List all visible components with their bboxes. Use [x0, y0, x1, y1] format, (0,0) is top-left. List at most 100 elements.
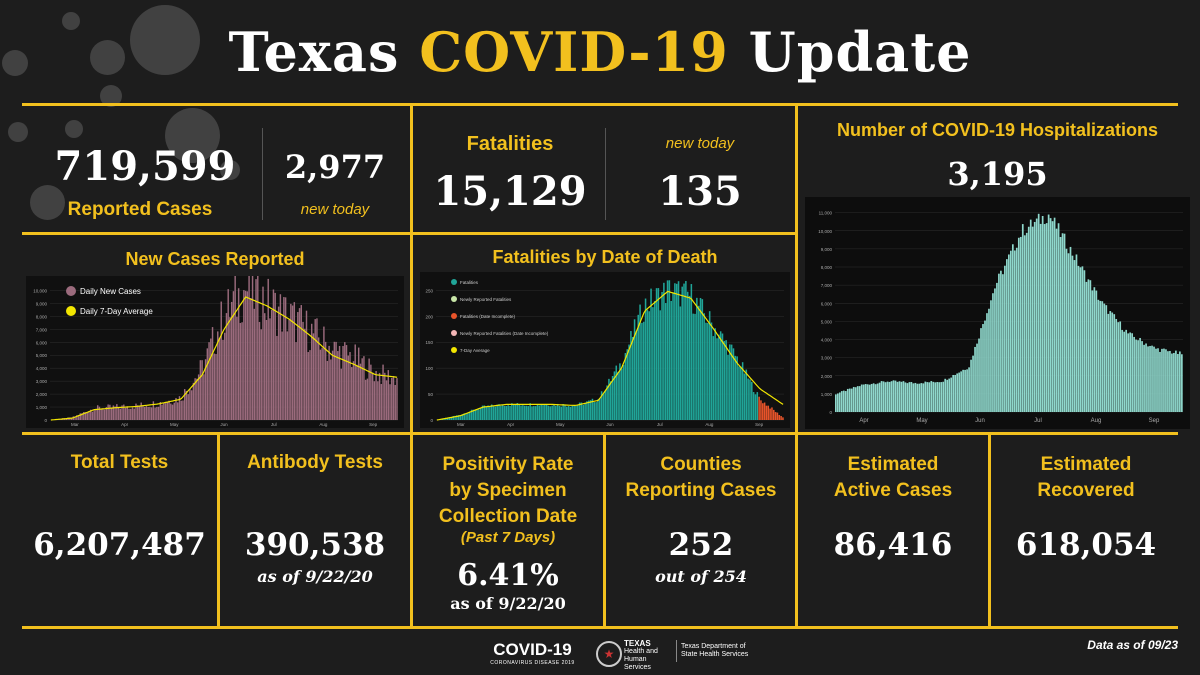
- recovered-label-line2: Recovered: [1037, 480, 1135, 501]
- bar: [773, 409, 775, 420]
- bar: [509, 405, 511, 420]
- bar: [529, 403, 531, 420]
- legend-label: Newly Reported Fatalities: [460, 297, 512, 302]
- bar: [1069, 246, 1072, 412]
- bar: [1129, 332, 1131, 412]
- bar: [1061, 233, 1064, 412]
- bar: [652, 307, 654, 420]
- bar: [970, 359, 972, 412]
- bar: [1109, 311, 1112, 412]
- bar: [454, 415, 456, 420]
- y-tick-label: 8,000: [821, 265, 833, 270]
- bar: [1143, 344, 1145, 412]
- bar: [657, 288, 660, 420]
- divider-v4: [410, 432, 413, 626]
- bar: [1017, 237, 1020, 412]
- bar: [1177, 353, 1179, 412]
- bar: [736, 356, 738, 420]
- bar: [166, 402, 169, 420]
- bar: [1047, 214, 1050, 412]
- y-tick-label: 0: [829, 410, 832, 415]
- bar: [364, 379, 367, 420]
- bar: [470, 409, 473, 420]
- bar: [741, 362, 744, 420]
- decor-bubble: [30, 185, 65, 220]
- bar: [463, 413, 466, 420]
- bar: [1063, 233, 1066, 412]
- bar: [575, 405, 577, 420]
- bar: [206, 348, 209, 420]
- bar: [100, 409, 102, 420]
- bar: [511, 403, 513, 420]
- bar: [699, 297, 702, 420]
- bar: [168, 400, 170, 420]
- bar: [701, 299, 704, 420]
- bar: [525, 405, 528, 420]
- legend-label: Daily New Cases: [80, 287, 141, 296]
- bar: [988, 308, 990, 412]
- bar: [840, 391, 843, 412]
- bar: [1157, 348, 1159, 412]
- cases-new-label: new today: [300, 201, 370, 218]
- bar: [485, 406, 487, 420]
- bar: [584, 402, 586, 420]
- bar: [474, 410, 476, 420]
- bar: [352, 361, 355, 420]
- bar: [677, 281, 680, 420]
- bar: [868, 384, 871, 412]
- bar: [635, 331, 638, 420]
- title-part2: Update: [748, 20, 972, 84]
- bar: [109, 404, 111, 420]
- x-tick-label: Jul: [1034, 418, 1042, 424]
- bar: [1045, 223, 1048, 412]
- bar: [858, 386, 861, 412]
- bar: [450, 416, 453, 420]
- legend-label: Fatalities (Date Incomplete): [460, 314, 516, 319]
- fatalities-new-value: 135: [658, 168, 742, 215]
- bar: [357, 347, 360, 420]
- bar: [1091, 290, 1094, 412]
- bar: [555, 405, 557, 420]
- bar: [938, 382, 941, 412]
- decor-bubble: [8, 122, 28, 142]
- bar: [591, 398, 594, 420]
- bar: [224, 332, 226, 420]
- bar: [217, 331, 219, 420]
- bar: [330, 359, 332, 420]
- bar: [763, 402, 766, 420]
- bar: [342, 345, 344, 420]
- bar: [904, 382, 907, 412]
- bar: [668, 280, 671, 420]
- covid-logo-sub: CORONAVIRUS DISEASE 2019: [490, 660, 575, 666]
- bar: [382, 364, 384, 420]
- bar: [894, 380, 897, 412]
- bar: [90, 409, 92, 420]
- bar: [337, 351, 339, 420]
- y-tick-label: 0: [44, 418, 47, 423]
- bar: [107, 404, 109, 420]
- decor-bubble: [2, 50, 28, 76]
- bar: [666, 280, 669, 420]
- bar: [147, 406, 149, 420]
- bar: [135, 403, 137, 420]
- bar: [721, 333, 724, 420]
- bar: [906, 383, 909, 412]
- active-value: 86,416: [833, 527, 953, 563]
- bar: [1067, 253, 1070, 412]
- bar: [696, 297, 698, 420]
- bar: [503, 405, 506, 420]
- bar: [540, 404, 542, 420]
- y-tick-label: 6,000: [821, 301, 833, 306]
- y-tick-label: 3,000: [36, 379, 48, 384]
- bar: [392, 375, 395, 420]
- positivity-label-line3: Collection Date: [438, 506, 578, 527]
- bar: [752, 392, 755, 420]
- bar: [705, 322, 707, 420]
- bar: [1015, 247, 1018, 412]
- bar: [189, 388, 191, 420]
- bar: [182, 400, 184, 420]
- bar: [1117, 322, 1120, 412]
- bar: [531, 406, 533, 420]
- legend-marker: [66, 306, 76, 316]
- divider-mid: [22, 232, 797, 235]
